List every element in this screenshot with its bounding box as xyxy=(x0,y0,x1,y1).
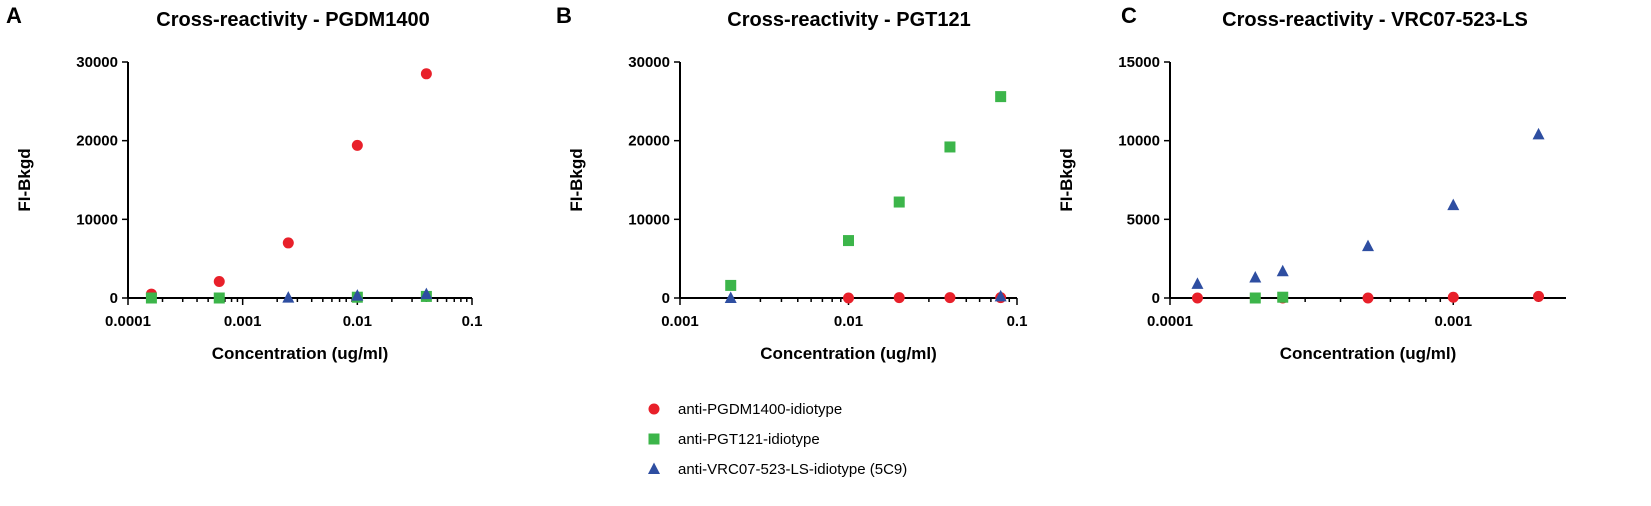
y-tick-label: 5000 xyxy=(1127,211,1160,228)
y-tick-label: 10000 xyxy=(1118,133,1160,150)
data-point-triangle xyxy=(1276,264,1289,277)
panel-letter: A xyxy=(6,3,22,28)
chart-title: Cross-reactivity - PGDM1400 xyxy=(156,9,429,31)
data-point-square xyxy=(995,91,1007,103)
data-point-triangle xyxy=(1447,198,1460,211)
y-tick-label: 30000 xyxy=(76,54,118,71)
x-tick-label: 0.0001 xyxy=(105,313,151,330)
y-tick-label: 15000 xyxy=(1118,54,1160,71)
chart-panel-c: C Cross-reactivity - VRC07-523-LS 0 5000 100… xyxy=(1057,3,1566,363)
y-tick-label: 10000 xyxy=(628,211,670,228)
data-point-square xyxy=(1277,291,1289,303)
chart-title: Cross-reactivity - PGT121 xyxy=(727,9,970,31)
y-tick-label: 0 xyxy=(1152,290,1160,307)
data-point-triangle xyxy=(1249,271,1262,283)
data-point-square xyxy=(944,141,956,153)
y-axis-label: FI-Bkgd xyxy=(1057,148,1076,211)
data-point-circle xyxy=(213,275,225,287)
data-point-triangle xyxy=(1191,277,1204,289)
data-point-triangle xyxy=(420,287,433,300)
data-point-triangle xyxy=(994,289,1007,302)
data-point-triangle xyxy=(1532,127,1545,140)
legend-marker-circle xyxy=(648,403,660,415)
data-point-circle xyxy=(351,139,363,151)
y-tick-label: 20000 xyxy=(76,133,118,150)
y-axis-label: FI-Bkgd xyxy=(15,148,34,211)
legend: anti-PGDM1400-idiotype anti-PGT121-idioty… xyxy=(648,401,907,478)
data-point-square xyxy=(145,292,157,304)
data-point-circle xyxy=(843,292,854,304)
x-axis-label: Concentration (ug/ml) xyxy=(212,344,389,363)
data-point-circle xyxy=(944,292,956,304)
chart-panel-b: B Cross-reactivity - PGT121 0 10000 20000 300… xyxy=(556,3,1027,363)
panel-letter: B xyxy=(556,3,572,28)
x-tick-label: 0.0001 xyxy=(1147,313,1193,330)
data-point-circle xyxy=(1447,291,1459,303)
data-point-circle xyxy=(1533,290,1545,302)
legend-label: anti-PGT121-idiotype xyxy=(678,431,820,448)
x-tick-label: 0.1 xyxy=(1007,313,1028,330)
x-axis-label: Concentration (ug/ml) xyxy=(760,344,937,363)
legend-marker-square xyxy=(648,433,660,445)
legend-marker-triangle xyxy=(648,462,660,474)
data-point-circle xyxy=(420,68,432,80)
data-point-circle xyxy=(282,237,294,249)
data-point-circle xyxy=(1191,292,1203,304)
data-point-circle xyxy=(893,292,905,304)
data-point-triangle xyxy=(351,289,364,301)
panel-letter: C xyxy=(1121,3,1137,28)
data-point-triangle xyxy=(724,291,737,303)
x-tick-label: 0.01 xyxy=(343,313,372,330)
y-tick-label: 30000 xyxy=(628,54,670,71)
y-tick-label: 0 xyxy=(662,290,670,307)
legend-label: anti-PGDM1400-idiotype xyxy=(678,401,842,418)
x-tick-label: 0.01 xyxy=(834,313,863,330)
data-point-circle xyxy=(1362,292,1374,304)
x-axis-label: Concentration (ug/ml) xyxy=(1280,344,1457,363)
data-point-square xyxy=(213,292,225,304)
y-tick-label: 10000 xyxy=(76,211,118,228)
data-point-triangle xyxy=(282,291,295,303)
y-axis-label: FI-Bkgd xyxy=(567,148,586,211)
x-tick-label: 0.001 xyxy=(1435,313,1473,330)
y-tick-label: 0 xyxy=(110,290,118,307)
x-tick-label: 0.001 xyxy=(224,313,262,330)
y-tick-label: 20000 xyxy=(628,133,670,150)
data-point-square xyxy=(893,196,905,208)
chart-panel-a: A Cross-reactivity - PGDM1400 0 10000 20000 3… xyxy=(6,3,482,363)
data-point-triangle xyxy=(1362,239,1374,252)
chart-title: Cross-reactivity - VRC07-523-LS xyxy=(1222,9,1528,31)
legend-label: anti-VRC07-523-LS-idiotype (5C9) xyxy=(678,461,907,478)
x-tick-label: 0.001 xyxy=(661,313,699,330)
data-point-square xyxy=(843,235,854,247)
x-tick-label: 0.1 xyxy=(462,313,483,330)
data-point-square xyxy=(1249,292,1261,304)
data-point-square xyxy=(725,279,737,291)
